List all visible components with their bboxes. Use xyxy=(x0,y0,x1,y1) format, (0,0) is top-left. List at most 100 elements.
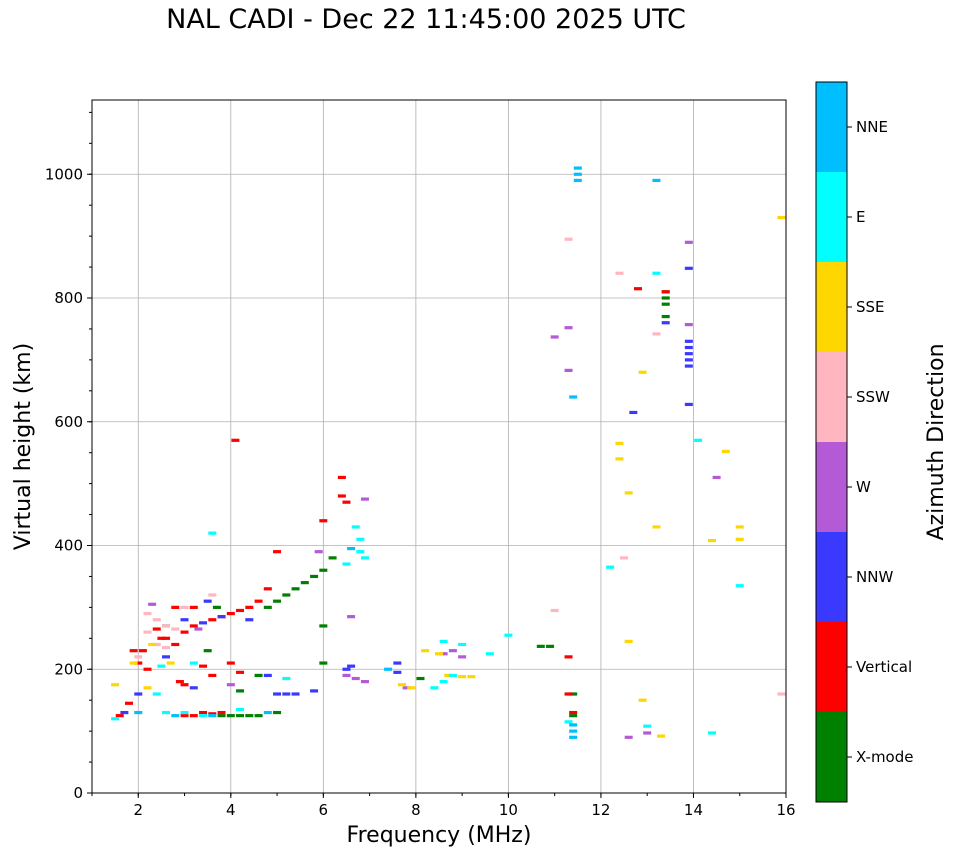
data-point-vertical xyxy=(180,630,189,634)
data-point-w xyxy=(439,652,448,656)
data-point-vertical xyxy=(162,636,171,640)
data-point-x-mode xyxy=(236,689,245,693)
data-point-ssw xyxy=(620,556,629,560)
data-point-ssw xyxy=(143,611,152,616)
data-point-nnw xyxy=(393,661,402,665)
data-point-e xyxy=(448,673,457,678)
data-point-e xyxy=(504,633,513,637)
data-point-w xyxy=(194,627,203,631)
data-point-x-mode xyxy=(661,314,670,319)
data-point-w xyxy=(360,680,369,684)
data-point-x-mode xyxy=(291,587,300,591)
data-point-x-mode xyxy=(300,581,309,585)
data-point-ssw xyxy=(652,332,661,336)
data-point-e xyxy=(111,717,120,721)
data-point-nnw xyxy=(342,667,351,671)
data-point-nnw xyxy=(684,339,693,343)
data-point-vertical xyxy=(208,618,217,622)
data-point-vertical xyxy=(661,290,670,294)
data-point-nnw xyxy=(134,692,143,696)
data-point-sse xyxy=(777,215,786,220)
data-point-e xyxy=(236,707,245,712)
colorbar-segment-sse xyxy=(816,262,847,352)
data-point-x-mode xyxy=(661,302,670,306)
data-point-x-mode xyxy=(273,599,282,603)
data-point-e xyxy=(643,724,652,728)
data-point-vertical xyxy=(143,667,152,671)
colorbar-segment-vertical xyxy=(816,622,847,712)
data-point-ssw xyxy=(162,645,171,650)
data-point-vertical xyxy=(152,627,161,631)
colorbar: X-mode Vertical NNW W SSW SSE E NNE Azimuth Dire… xyxy=(815,81,949,803)
data-point-vertical xyxy=(569,710,578,715)
data-point-e xyxy=(180,710,189,715)
data-point-nnw xyxy=(661,321,670,325)
x-tick-label: 2 xyxy=(133,801,143,819)
data-point-e xyxy=(356,550,365,554)
data-point-sse xyxy=(624,491,633,495)
data-point-w xyxy=(402,686,411,690)
data-point-w xyxy=(564,326,573,330)
data-point-x-mode xyxy=(416,676,425,681)
data-point-sse xyxy=(735,525,744,529)
data-point-vertical xyxy=(180,714,189,718)
data-point-e xyxy=(564,720,573,724)
data-point-e xyxy=(208,531,217,535)
data-point-nne xyxy=(569,723,578,727)
data-point-ssw xyxy=(180,605,189,609)
data-point-nnw xyxy=(684,266,693,270)
data-point-nnw xyxy=(291,692,300,696)
data-point-w xyxy=(458,655,467,659)
y-tick-label: 200 xyxy=(54,660,83,678)
data-point-e xyxy=(351,525,360,529)
data-point-x-mode xyxy=(273,710,282,715)
data-point-vertical xyxy=(189,624,198,628)
data-point-x-mode xyxy=(536,644,545,648)
data-point-sse xyxy=(148,642,157,647)
data-point-x-mode xyxy=(226,714,235,718)
data-point-nnw xyxy=(263,673,272,678)
colorbar-segment-e xyxy=(816,172,847,262)
data-point-ssw xyxy=(777,692,786,696)
data-point-nne xyxy=(263,710,272,715)
data-point-w xyxy=(712,475,721,480)
data-point-sse xyxy=(435,652,443,656)
data-point-ssw xyxy=(162,624,171,628)
data-point-vertical xyxy=(245,605,254,609)
colorbar-title: Azimuth Direction xyxy=(924,343,949,540)
data-point-w xyxy=(564,368,573,372)
data-point-vertical xyxy=(208,712,217,716)
data-point-e xyxy=(439,639,448,644)
data-point-x-mode xyxy=(245,714,254,718)
data-point-sse xyxy=(624,639,633,644)
chart-title: NAL CADI - Dec 22 11:45:00 2025 UTC xyxy=(166,4,686,35)
y-axis-label: Virtual height (km) xyxy=(11,343,36,550)
data-point-nne xyxy=(573,166,582,170)
data-point-e xyxy=(152,692,161,696)
data-point-sse xyxy=(638,698,647,702)
data-point-vertical xyxy=(564,692,573,696)
data-point-x-mode xyxy=(254,673,263,678)
plot-frame xyxy=(91,99,787,794)
colorbar-frame xyxy=(815,81,848,803)
data-point-nne xyxy=(347,546,356,551)
x-tick-label: 6 xyxy=(319,801,329,819)
data-point-vertical xyxy=(138,649,147,653)
data-point-nne xyxy=(569,735,578,739)
data-point-sse xyxy=(707,538,716,543)
data-point-nnw xyxy=(203,599,212,603)
data-point-nne xyxy=(569,395,578,399)
data-point-sse xyxy=(421,649,430,653)
data-point-e xyxy=(342,562,351,566)
data-point-ssw xyxy=(152,618,161,622)
y-tick-label: 800 xyxy=(54,289,83,307)
data-point-vertical xyxy=(337,475,346,480)
data-point-vertical xyxy=(564,655,573,659)
colorbar-segment-w xyxy=(816,442,847,532)
data-point-w xyxy=(684,323,693,327)
data-point-ssw xyxy=(615,271,624,275)
data-point-e xyxy=(707,731,716,735)
data-point-vertical xyxy=(263,587,272,591)
data-point-w xyxy=(342,673,351,678)
data-point-e xyxy=(356,537,365,541)
